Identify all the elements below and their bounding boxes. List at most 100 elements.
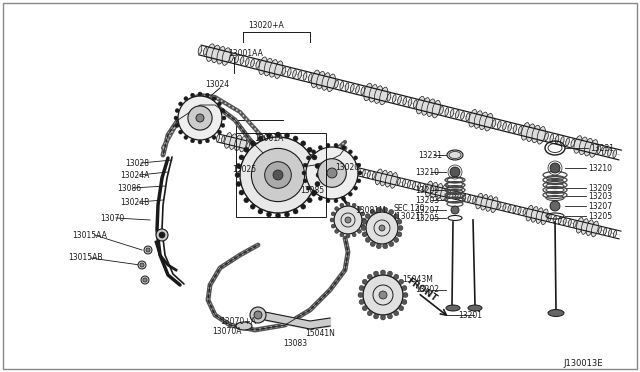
Circle shape	[353, 186, 358, 190]
Ellipse shape	[285, 147, 292, 163]
Ellipse shape	[545, 133, 548, 141]
Circle shape	[265, 162, 291, 188]
Ellipse shape	[307, 156, 310, 163]
Circle shape	[357, 229, 362, 233]
Circle shape	[367, 311, 372, 316]
Ellipse shape	[217, 46, 225, 64]
Circle shape	[301, 141, 306, 146]
Circle shape	[244, 147, 249, 152]
Text: 13209: 13209	[415, 186, 439, 195]
Circle shape	[301, 204, 306, 209]
Circle shape	[212, 135, 216, 140]
Ellipse shape	[230, 54, 234, 62]
Circle shape	[312, 192, 316, 196]
Circle shape	[235, 173, 240, 177]
Circle shape	[250, 307, 266, 323]
Ellipse shape	[561, 137, 564, 144]
Circle shape	[312, 190, 317, 195]
Ellipse shape	[392, 94, 396, 102]
Ellipse shape	[586, 220, 593, 235]
Circle shape	[293, 209, 298, 214]
Circle shape	[184, 97, 188, 100]
Circle shape	[252, 148, 305, 202]
Ellipse shape	[568, 219, 572, 226]
Text: 13070A: 13070A	[212, 327, 241, 337]
Circle shape	[326, 143, 330, 147]
Circle shape	[239, 190, 244, 195]
Ellipse shape	[518, 207, 521, 214]
Circle shape	[218, 130, 221, 134]
Ellipse shape	[264, 58, 273, 76]
Text: 13020+A: 13020+A	[248, 20, 284, 29]
Ellipse shape	[225, 132, 232, 148]
Ellipse shape	[235, 55, 239, 63]
Circle shape	[387, 314, 392, 319]
Ellipse shape	[240, 57, 244, 64]
Ellipse shape	[269, 60, 278, 77]
Circle shape	[332, 212, 335, 216]
Text: 15043M: 15043M	[402, 276, 433, 285]
Ellipse shape	[256, 61, 260, 68]
Ellipse shape	[403, 179, 406, 186]
Circle shape	[307, 156, 310, 160]
Circle shape	[302, 171, 306, 175]
Circle shape	[175, 109, 179, 113]
Circle shape	[383, 244, 388, 249]
Ellipse shape	[327, 74, 335, 92]
Circle shape	[143, 278, 147, 282]
Ellipse shape	[573, 221, 576, 228]
Circle shape	[346, 202, 350, 206]
Text: 13201: 13201	[458, 311, 482, 320]
Ellipse shape	[303, 72, 307, 80]
Circle shape	[357, 179, 361, 183]
Text: 13085: 13085	[300, 186, 324, 195]
Ellipse shape	[245, 58, 249, 66]
Ellipse shape	[602, 147, 606, 155]
Circle shape	[244, 198, 249, 203]
Text: SEC.120: SEC.120	[393, 203, 424, 212]
Ellipse shape	[408, 99, 412, 106]
Ellipse shape	[474, 111, 483, 128]
Ellipse shape	[614, 230, 616, 237]
Circle shape	[358, 171, 362, 175]
Circle shape	[361, 224, 365, 228]
Circle shape	[361, 212, 365, 216]
Ellipse shape	[447, 150, 463, 160]
Ellipse shape	[369, 84, 378, 102]
Ellipse shape	[216, 135, 220, 141]
Ellipse shape	[476, 193, 483, 209]
Ellipse shape	[531, 206, 538, 222]
Ellipse shape	[484, 113, 493, 131]
Circle shape	[327, 168, 337, 178]
Ellipse shape	[461, 112, 465, 119]
Ellipse shape	[571, 139, 575, 147]
Circle shape	[352, 233, 356, 237]
Circle shape	[312, 155, 317, 160]
Text: 13231: 13231	[590, 144, 614, 153]
Ellipse shape	[335, 159, 342, 175]
Text: 13070+A: 13070+A	[220, 317, 256, 327]
Circle shape	[366, 212, 398, 244]
Ellipse shape	[375, 169, 382, 185]
Circle shape	[362, 279, 367, 284]
Ellipse shape	[426, 181, 433, 197]
Ellipse shape	[417, 183, 420, 190]
Ellipse shape	[387, 93, 391, 101]
Circle shape	[250, 141, 255, 146]
Circle shape	[340, 233, 344, 237]
Circle shape	[303, 163, 307, 167]
Circle shape	[371, 241, 375, 247]
Ellipse shape	[550, 134, 554, 142]
Ellipse shape	[446, 305, 460, 311]
Circle shape	[306, 147, 358, 199]
Ellipse shape	[290, 148, 297, 164]
Circle shape	[198, 140, 202, 144]
Circle shape	[398, 225, 403, 231]
Ellipse shape	[340, 81, 344, 89]
Circle shape	[362, 232, 367, 237]
Circle shape	[394, 214, 399, 219]
Ellipse shape	[352, 167, 355, 174]
Ellipse shape	[367, 171, 371, 178]
Text: 13001A: 13001A	[254, 134, 284, 142]
Circle shape	[174, 116, 178, 120]
